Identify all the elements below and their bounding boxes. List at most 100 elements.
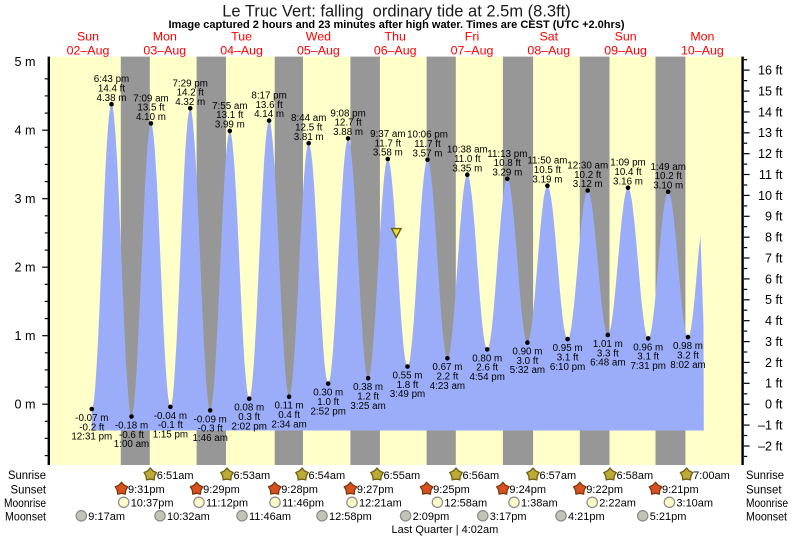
svg-text:3.19 m: 3.19 m — [532, 174, 562, 185]
svg-text:1.2 ft: 1.2 ft — [357, 392, 379, 403]
svg-text:8 ft: 8 ft — [765, 231, 783, 245]
svg-text:10:06 pm: 10:06 pm — [407, 130, 448, 141]
svg-text:6:58am: 6:58am — [617, 470, 654, 482]
svg-text:Sunset: Sunset — [11, 482, 47, 496]
svg-text:9:17am: 9:17am — [88, 511, 125, 523]
svg-text:11 ft: 11 ft — [759, 168, 783, 182]
svg-text:0.80 m: 0.80 m — [472, 353, 502, 364]
svg-text:Thu: Thu — [385, 30, 406, 44]
svg-text:2:09pm: 2:09pm — [413, 511, 450, 523]
svg-text:9 ft: 9 ft — [765, 210, 783, 224]
svg-text:10 ft: 10 ft — [758, 189, 783, 203]
svg-text:0.95 m: 0.95 m — [553, 343, 583, 354]
svg-text:0.08 m: 0.08 m — [234, 403, 264, 414]
svg-text:0 ft: 0 ft — [765, 398, 783, 412]
svg-text:1:15 pm: 1:15 pm — [153, 430, 188, 441]
svg-text:15 ft: 15 ft — [758, 84, 783, 98]
svg-text:Fri: Fri — [465, 30, 479, 44]
svg-text:10:32am: 10:32am — [167, 511, 210, 523]
svg-text:Le Truc Vert: falling ordinar: Le Truc Vert: falling ordinary tide at 2… — [222, 3, 571, 21]
svg-text:3.12 m: 3.12 m — [573, 179, 603, 190]
svg-text:3 m: 3 m — [15, 192, 36, 206]
svg-text:12:31 pm: 12:31 pm — [71, 432, 112, 443]
svg-text:0.90 m: 0.90 m — [512, 347, 542, 358]
svg-text:9:25pm: 9:25pm — [433, 484, 470, 496]
svg-text:0 m: 0 m — [15, 398, 36, 412]
svg-text:11.7 ft: 11.7 ft — [414, 139, 441, 150]
svg-text:7:31 pm: 7:31 pm — [630, 361, 665, 372]
svg-text:Sunrise: Sunrise — [8, 468, 46, 482]
svg-text:3.81 m: 3.81 m — [294, 132, 324, 143]
svg-text:3.88 m: 3.88 m — [333, 127, 363, 138]
svg-text:-0.1 ft: -0.1 ft — [158, 420, 183, 431]
svg-text:4.32 m: 4.32 m — [175, 97, 205, 108]
svg-text:3.57 m: 3.57 m — [413, 148, 443, 159]
svg-text:-0.04 m: -0.04 m — [154, 411, 187, 422]
svg-text:9:08 pm: 9:08 pm — [330, 108, 365, 119]
svg-text:2:02 pm: 2:02 pm — [231, 421, 266, 432]
svg-text:Sunset: Sunset — [746, 482, 782, 496]
svg-text:5:21pm: 5:21pm — [650, 511, 687, 523]
svg-text:10.8 ft: 10.8 ft — [494, 158, 522, 169]
svg-text:2:52 pm: 2:52 pm — [310, 406, 345, 417]
svg-text:-0.18 m: -0.18 m — [115, 420, 148, 431]
svg-text:5 ft: 5 ft — [765, 293, 783, 307]
svg-text:8:17 pm: 8:17 pm — [251, 91, 286, 102]
svg-text:Moonrise: Moonrise — [4, 496, 46, 510]
svg-text:1:49 am: 1:49 am — [650, 162, 685, 173]
svg-text:9:27pm: 9:27pm — [357, 484, 394, 496]
svg-text:Sun: Sun — [77, 30, 99, 44]
svg-text:Last Quarter | 4:02am: Last Quarter | 4:02am — [392, 524, 499, 536]
svg-text:Mon: Mon — [690, 30, 714, 44]
svg-text:16 ft: 16 ft — [758, 64, 783, 78]
svg-text:2 ft: 2 ft — [765, 356, 783, 370]
svg-text:4:21pm: 4:21pm — [568, 511, 605, 523]
svg-text:0.3 ft: 0.3 ft — [238, 412, 260, 423]
svg-text:2.6 ft: 2.6 ft — [476, 363, 498, 374]
svg-text:11.0 ft: 11.0 ft — [454, 154, 481, 165]
svg-text:03–Aug: 03–Aug — [143, 43, 186, 57]
svg-text:0.11 m: 0.11 m — [274, 401, 303, 412]
svg-text:3.1 ft: 3.1 ft — [557, 352, 579, 363]
svg-text:7 ft: 7 ft — [765, 251, 783, 265]
svg-text:9:28pm: 9:28pm — [281, 484, 318, 496]
svg-text:13.6 ft: 13.6 ft — [255, 100, 283, 111]
svg-text:–2 ft: –2 ft — [758, 439, 783, 453]
svg-text:10.4 ft: 10.4 ft — [614, 167, 642, 178]
svg-text:1.8 ft: 1.8 ft — [397, 380, 419, 391]
svg-text:Sun: Sun — [615, 30, 637, 44]
svg-text:3.2 ft: 3.2 ft — [677, 350, 699, 361]
svg-text:14.2 ft: 14.2 ft — [177, 88, 205, 99]
svg-text:0.98 m: 0.98 m — [673, 341, 703, 352]
svg-text:Sunrise: Sunrise — [746, 468, 784, 482]
svg-text:Moonset: Moonset — [5, 509, 47, 523]
svg-text:09–Aug: 09–Aug — [604, 43, 647, 57]
svg-text:9:24pm: 9:24pm — [509, 484, 546, 496]
svg-text:13.5 ft: 13.5 ft — [137, 103, 165, 114]
svg-text:2 m: 2 m — [15, 261, 36, 275]
svg-text:5:32 am: 5:32 am — [510, 365, 545, 376]
svg-text:3.58 m: 3.58 m — [373, 148, 403, 159]
svg-text:02–Aug: 02–Aug — [67, 43, 110, 57]
svg-text:4 ft: 4 ft — [765, 314, 783, 328]
svg-text:13.1 ft: 13.1 ft — [216, 110, 244, 121]
svg-text:2:22am: 2:22am — [599, 498, 636, 510]
svg-text:12.7 ft: 12.7 ft — [334, 118, 362, 129]
svg-text:6:43 pm: 6:43 pm — [94, 74, 129, 85]
svg-text:6:48 am: 6:48 am — [590, 358, 625, 369]
svg-text:2:34 am: 2:34 am — [271, 419, 306, 430]
svg-text:1:38am: 1:38am — [521, 498, 558, 510]
svg-text:-0.3 ft: -0.3 ft — [198, 424, 223, 435]
svg-text:7:00am: 7:00am — [693, 470, 730, 482]
svg-text:12.5 ft: 12.5 ft — [295, 123, 323, 134]
svg-text:6:51am: 6:51am — [157, 470, 194, 482]
svg-text:1:00 am: 1:00 am — [114, 439, 149, 450]
svg-text:9:31pm: 9:31pm — [128, 484, 165, 496]
svg-text:14 ft: 14 ft — [758, 105, 783, 119]
svg-text:3.3 ft: 3.3 ft — [597, 348, 619, 359]
svg-text:8:44 am: 8:44 am — [291, 113, 326, 124]
svg-text:1 m: 1 m — [15, 329, 36, 343]
svg-text:8:02 am: 8:02 am — [670, 360, 705, 371]
svg-text:10:38 am: 10:38 am — [447, 145, 488, 156]
svg-text:7:09 am: 7:09 am — [133, 93, 168, 104]
